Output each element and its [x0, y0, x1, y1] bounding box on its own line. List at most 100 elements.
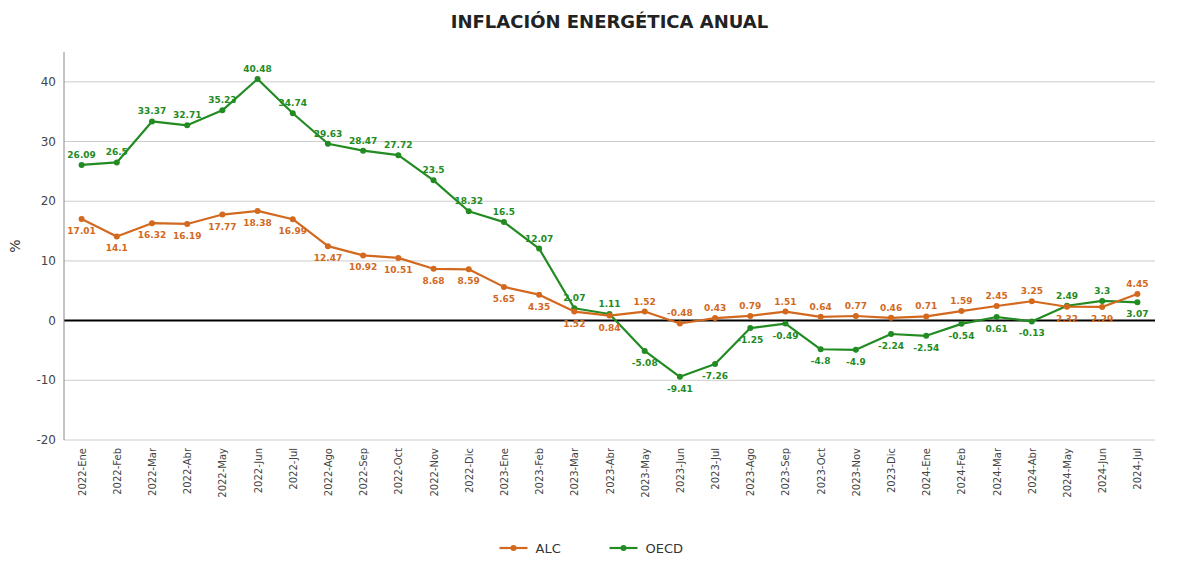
data-label: -2.54 — [913, 343, 939, 353]
data-label: 0.77 — [845, 301, 867, 311]
grid — [64, 82, 1155, 440]
series-marker — [466, 208, 472, 214]
data-label: 2.07 — [563, 293, 585, 303]
series-marker — [290, 216, 296, 222]
series-marker — [501, 219, 507, 225]
data-label: -7.26 — [702, 371, 728, 381]
data-label: 32.71 — [173, 110, 201, 120]
y-axis-line — [64, 52, 65, 440]
series-marker — [853, 313, 859, 319]
data-label: 0.64 — [810, 302, 832, 312]
series — [79, 76, 1141, 380]
y-tick-label: 10 — [41, 254, 56, 268]
data-label: 35.23 — [208, 95, 236, 105]
x-tick-label: 2022-Nov — [429, 448, 440, 497]
data-label: 10.51 — [384, 265, 412, 275]
x-tick-label: 2023-Abr — [605, 447, 616, 494]
x-tick-label: 2023-Feb — [534, 448, 545, 495]
legend: ALCOECD — [500, 541, 684, 556]
data-label: 17.77 — [208, 222, 236, 232]
series-marker — [325, 141, 331, 147]
series-marker — [184, 221, 190, 227]
series-marker — [571, 309, 577, 315]
data-label: -2.24 — [878, 341, 904, 351]
series-marker — [888, 315, 894, 321]
legend-swatch-marker — [511, 545, 517, 551]
series-marker — [325, 243, 331, 249]
data-label: 28.47 — [349, 136, 377, 146]
series-marker — [747, 325, 753, 331]
data-label: 3.07 — [1126, 309, 1148, 319]
series-marker — [79, 162, 85, 168]
x-tick-label: 2024-Jul — [1132, 448, 1143, 490]
data-label: 10.92 — [349, 262, 377, 272]
series-marker — [431, 266, 437, 272]
data-label: 1.52 — [634, 297, 656, 307]
series-marker — [923, 313, 929, 319]
data-label: 18.38 — [243, 218, 271, 228]
x-tick-label: 2022-Mar — [147, 447, 158, 496]
x-tick-label: 2022-Dic — [464, 448, 475, 493]
series-marker — [607, 313, 613, 319]
data-label: -4.9 — [846, 357, 866, 367]
y-tick-label: -10 — [36, 373, 56, 387]
x-tick-label: 2023-May — [640, 448, 651, 498]
data-label: 0.79 — [739, 301, 761, 311]
data-label: 8.68 — [422, 276, 444, 286]
data-label: 2.32 — [1056, 314, 1078, 324]
data-label: 1.51 — [774, 297, 796, 307]
y-axis-label: % — [7, 239, 23, 252]
data-label: -0.48 — [667, 308, 693, 318]
data-label: 2.45 — [986, 291, 1008, 301]
series-marker — [114, 233, 120, 239]
series-marker — [219, 107, 225, 113]
series-marker — [1029, 318, 1035, 324]
y-tick-label: 0 — [48, 314, 56, 328]
series-marker — [712, 361, 718, 367]
data-label: -4.8 — [811, 356, 831, 366]
x-tick-label: 2024-Jun — [1097, 448, 1108, 493]
data-label: 40.48 — [243, 64, 271, 74]
data-label: 27.72 — [384, 140, 412, 150]
series-marker — [290, 110, 296, 116]
chart: INFLACIÓN ENERGÉTICA ANUAL%-20-100102030… — [0, 0, 1177, 573]
series-marker — [818, 346, 824, 352]
series-marker — [149, 118, 155, 124]
series-marker — [888, 331, 894, 337]
plot-area — [79, 76, 1141, 380]
series-marker — [255, 76, 261, 82]
series-marker — [1134, 291, 1140, 297]
series-marker — [536, 292, 542, 298]
grid-line — [64, 81, 1155, 82]
data-label: 0.71 — [915, 301, 937, 311]
x-tick-label: 2023-Ago — [745, 448, 756, 496]
series-marker — [642, 348, 648, 354]
x-tick-label: 2022-Oct — [393, 448, 404, 495]
data-label: -5.08 — [632, 358, 658, 368]
series-marker — [255, 208, 261, 214]
data-label: 5.65 — [493, 294, 515, 304]
x-tick-label: 2024-May — [1062, 448, 1073, 498]
data-label: 16.32 — [138, 230, 166, 240]
data-label: 2.29 — [1091, 314, 1113, 324]
series-marker — [1134, 299, 1140, 305]
y-tick-label: 30 — [41, 135, 56, 149]
x-tick-label: 2022-Feb — [112, 448, 123, 495]
x-tick-label: 2024-Feb — [956, 448, 967, 495]
series-marker — [747, 313, 753, 319]
series-marker — [782, 321, 788, 327]
data-label: 12.07 — [525, 234, 553, 244]
series — [79, 208, 1141, 327]
series-marker — [853, 347, 859, 353]
data-label: 3.25 — [1021, 286, 1043, 296]
legend-label: OECD — [646, 541, 684, 556]
series-marker — [958, 308, 964, 314]
data-label: -1.25 — [737, 335, 763, 345]
data-label: 4.45 — [1126, 279, 1148, 289]
x-tick-label: 2023-Dic — [886, 448, 897, 493]
series-marker — [1099, 304, 1105, 310]
series-line — [82, 211, 1138, 324]
data-label: 1.59 — [950, 296, 972, 306]
data-label: 26.5 — [106, 147, 128, 157]
data-label: 3.3 — [1094, 286, 1110, 296]
